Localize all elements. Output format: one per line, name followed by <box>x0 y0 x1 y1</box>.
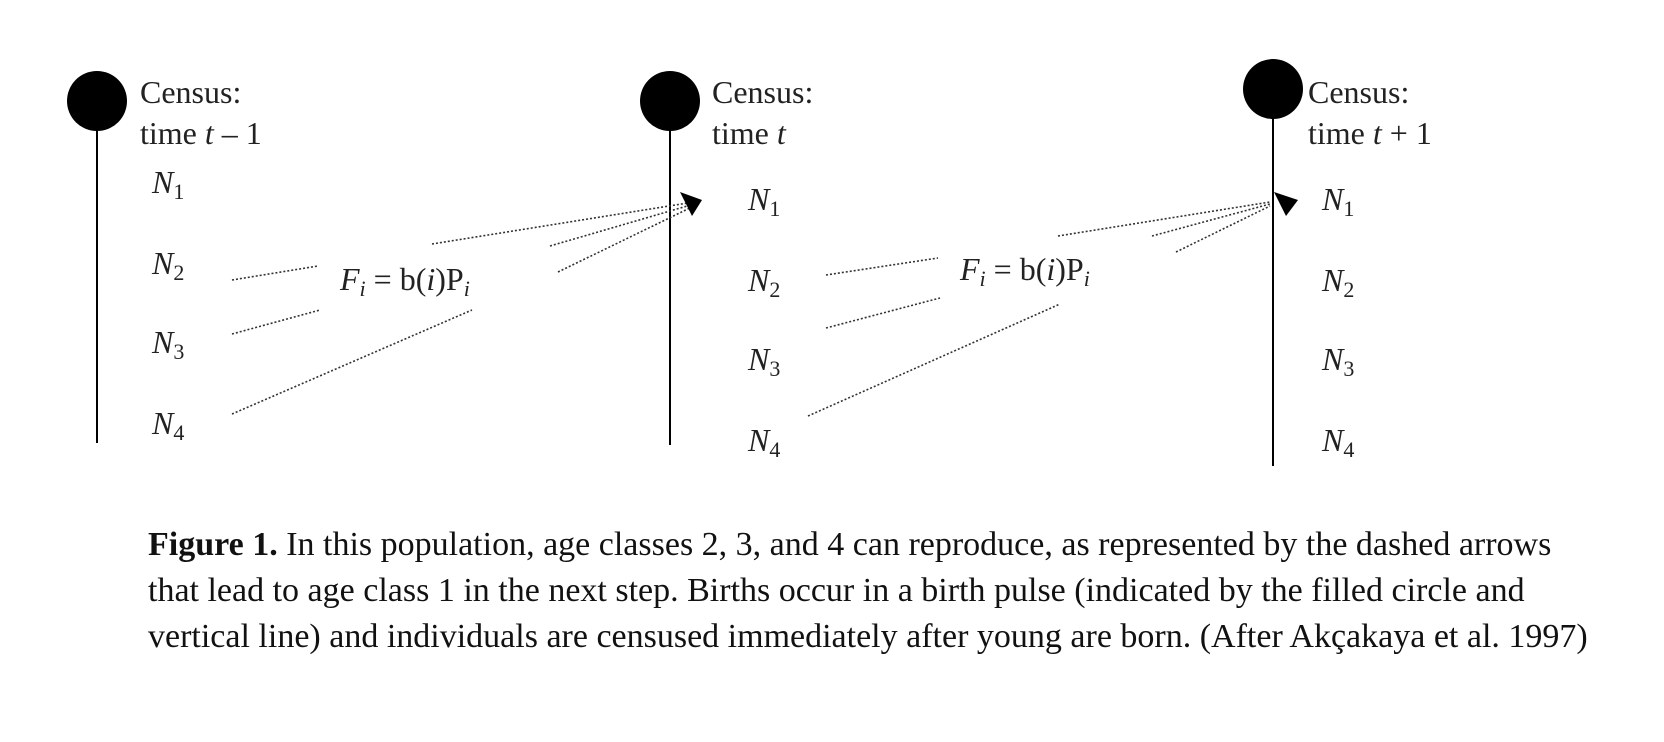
age-class-n3: N3 <box>151 324 184 364</box>
dashed-arrow-segment <box>431 201 695 245</box>
census-label-line2: time t – 1 <box>140 115 262 151</box>
arrowhead <box>680 192 702 216</box>
dashed-arrow-segment <box>231 309 321 335</box>
life-cycle-diagram: Census: time t – 1 N1 N2 N3 N4 Census: t… <box>67 59 1432 466</box>
age-class-n2: N2 <box>747 262 780 302</box>
census-column-t-minus-1: Census: time t – 1 N1 N2 N3 N4 <box>67 71 262 445</box>
age-class-n4: N4 <box>1321 422 1354 462</box>
census-column-t-plus-1: Census: time t + 1 N1 N2 N3 N4 <box>1243 59 1432 466</box>
census-column-t: Census: time t N1 N2 N3 N4 <box>640 71 813 462</box>
dashed-arrow-segment <box>231 265 319 281</box>
dashed-arrow-segment <box>825 297 941 329</box>
dashed-arrow-segment <box>557 205 695 273</box>
age-class-n2: N2 <box>151 245 184 285</box>
age-class-n1: N1 <box>151 164 184 204</box>
caption-text: In this population, age classes 2, 3, an… <box>148 526 1588 655</box>
reproduction-arrows-2 <box>807 192 1298 417</box>
caption-label: Figure 1. <box>148 526 278 563</box>
census-label-line2: time t <box>712 115 787 151</box>
age-class-n2: N2 <box>1321 262 1354 302</box>
age-class-n1: N1 <box>747 181 780 221</box>
reproduction-arrows-1 <box>231 192 702 415</box>
age-class-n1: N1 <box>1321 181 1354 221</box>
dashed-arrow-segment <box>1057 201 1271 237</box>
fecundity-equation-2: Fi = b(i)Pi <box>959 251 1090 291</box>
dashed-arrow-segment <box>807 303 1061 417</box>
age-class-n3: N3 <box>747 341 780 381</box>
age-class-n4: N4 <box>747 422 780 462</box>
census-label-line1: Census: <box>712 74 813 110</box>
census-label-line1: Census: <box>140 74 241 110</box>
figure-caption: Figure 1. In this population, age classe… <box>148 522 1588 660</box>
dashed-arrow-segment <box>549 203 695 247</box>
dashed-arrow-segment <box>825 257 939 276</box>
arrowhead <box>1274 192 1298 216</box>
fecundity-equation-1: Fi = b(i)Pi <box>339 261 470 301</box>
census-label-line1: Census: <box>1308 74 1409 110</box>
dashed-arrow-segment <box>1151 203 1271 237</box>
dashed-arrow-segment <box>231 309 473 415</box>
age-class-n4: N4 <box>151 405 184 445</box>
census-label-line2: time t + 1 <box>1308 115 1432 151</box>
age-class-n3: N3 <box>1321 341 1354 381</box>
dashed-arrow-segment <box>1175 205 1271 253</box>
